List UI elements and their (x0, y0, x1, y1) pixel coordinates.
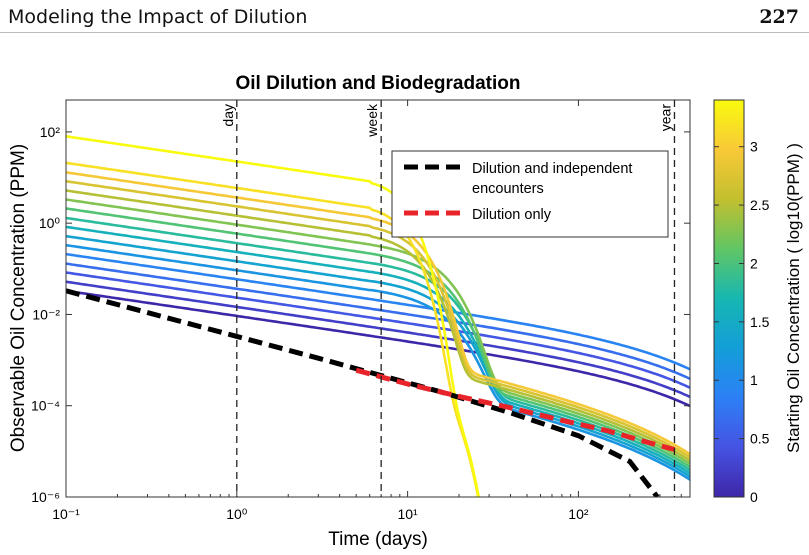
curve-start-8 (66, 216, 690, 472)
curve-start-14 (66, 161, 480, 497)
chart-title: Oil Dilution and Biodegradation (236, 73, 521, 94)
curve-start-3 (66, 262, 690, 380)
y-tick-label: 10⁻² (32, 306, 60, 322)
curve-start-0 (66, 289, 690, 408)
series-layer (66, 288, 676, 497)
colorbar-tick-label: 3 (750, 139, 758, 155)
colorbar (713, 99, 745, 498)
y-tick-label: 10⁻⁴ (31, 398, 60, 414)
colorbar-tick-label: 2.5 (750, 197, 770, 213)
curve-start-4 (66, 252, 690, 371)
running-title: Modeling the Impact of Dilution (8, 6, 308, 28)
curve-start-12 (66, 179, 690, 459)
curve-start-9 (66, 207, 690, 468)
curve-start-5 (66, 243, 690, 481)
curve-family (66, 135, 690, 497)
legend-label-dilution-only: Dilution only (472, 207, 552, 223)
curve-start-15 (66, 135, 481, 497)
curve-start-2 (66, 271, 690, 389)
colorbar-tick-label: 0 (750, 489, 758, 505)
reference-lines: day week year (220, 100, 676, 497)
curve-start-10 (66, 198, 690, 465)
series-dilution-encounters (66, 288, 660, 497)
reference-label-week: week (364, 103, 380, 138)
legend: Dilution and independent encounters Dilut… (391, 150, 669, 238)
x-axis-label: Time (days) (328, 529, 428, 550)
colorbar-tick-label: 2 (750, 255, 758, 271)
colorbar-tick-label: 0.5 (750, 431, 770, 447)
chart: Oil Dilution and Biodegradation day week y… (8, 73, 803, 550)
y-tick-label: 10² (40, 124, 61, 140)
curve-start-11 (66, 189, 690, 462)
plot-frame (65, 99, 691, 498)
legend-label-line-1: Dilution and independent (472, 161, 632, 177)
colorbar-tick-label: 1 (750, 372, 758, 388)
reference-label-day: day (220, 104, 236, 127)
y-tick-label: 10⁰ (39, 215, 61, 231)
colorbar-label: Starting Oil Concentration ( log10(PPM) … (784, 143, 803, 453)
curve-start-1 (66, 280, 690, 399)
legend-label-dilution-encounters: Dilution and independent encounters (472, 161, 632, 197)
page-header: Modeling the Impact of Dilution 227 (0, 0, 809, 33)
page-number: 227 (759, 6, 799, 28)
colorbar-ticks: 0 0.5 1 1.5 2 2.5 3 (714, 139, 770, 505)
axes: 10⁻¹ 10⁰ 10¹ 10² 10⁻⁶ 10⁻⁴ 10⁻² 10⁰ 10² (31, 100, 690, 522)
colorbar-tick-label: 1.5 (750, 314, 770, 330)
x-tick-label: 10⁰ (226, 506, 248, 522)
curve-start-13 (66, 171, 690, 456)
curve-start-6 (66, 234, 690, 478)
y-axis-label: Observable Oil Concentration (PPM) (8, 144, 29, 452)
x-tick-label: 10¹ (397, 506, 418, 522)
reference-label-year: year (657, 104, 673, 132)
x-tick-label: 10⁻¹ (52, 506, 80, 522)
y-tick-label: 10⁻⁶ (31, 489, 60, 505)
x-tick-label: 10² (568, 506, 589, 522)
legend-label-line-2: encounters (472, 181, 544, 197)
